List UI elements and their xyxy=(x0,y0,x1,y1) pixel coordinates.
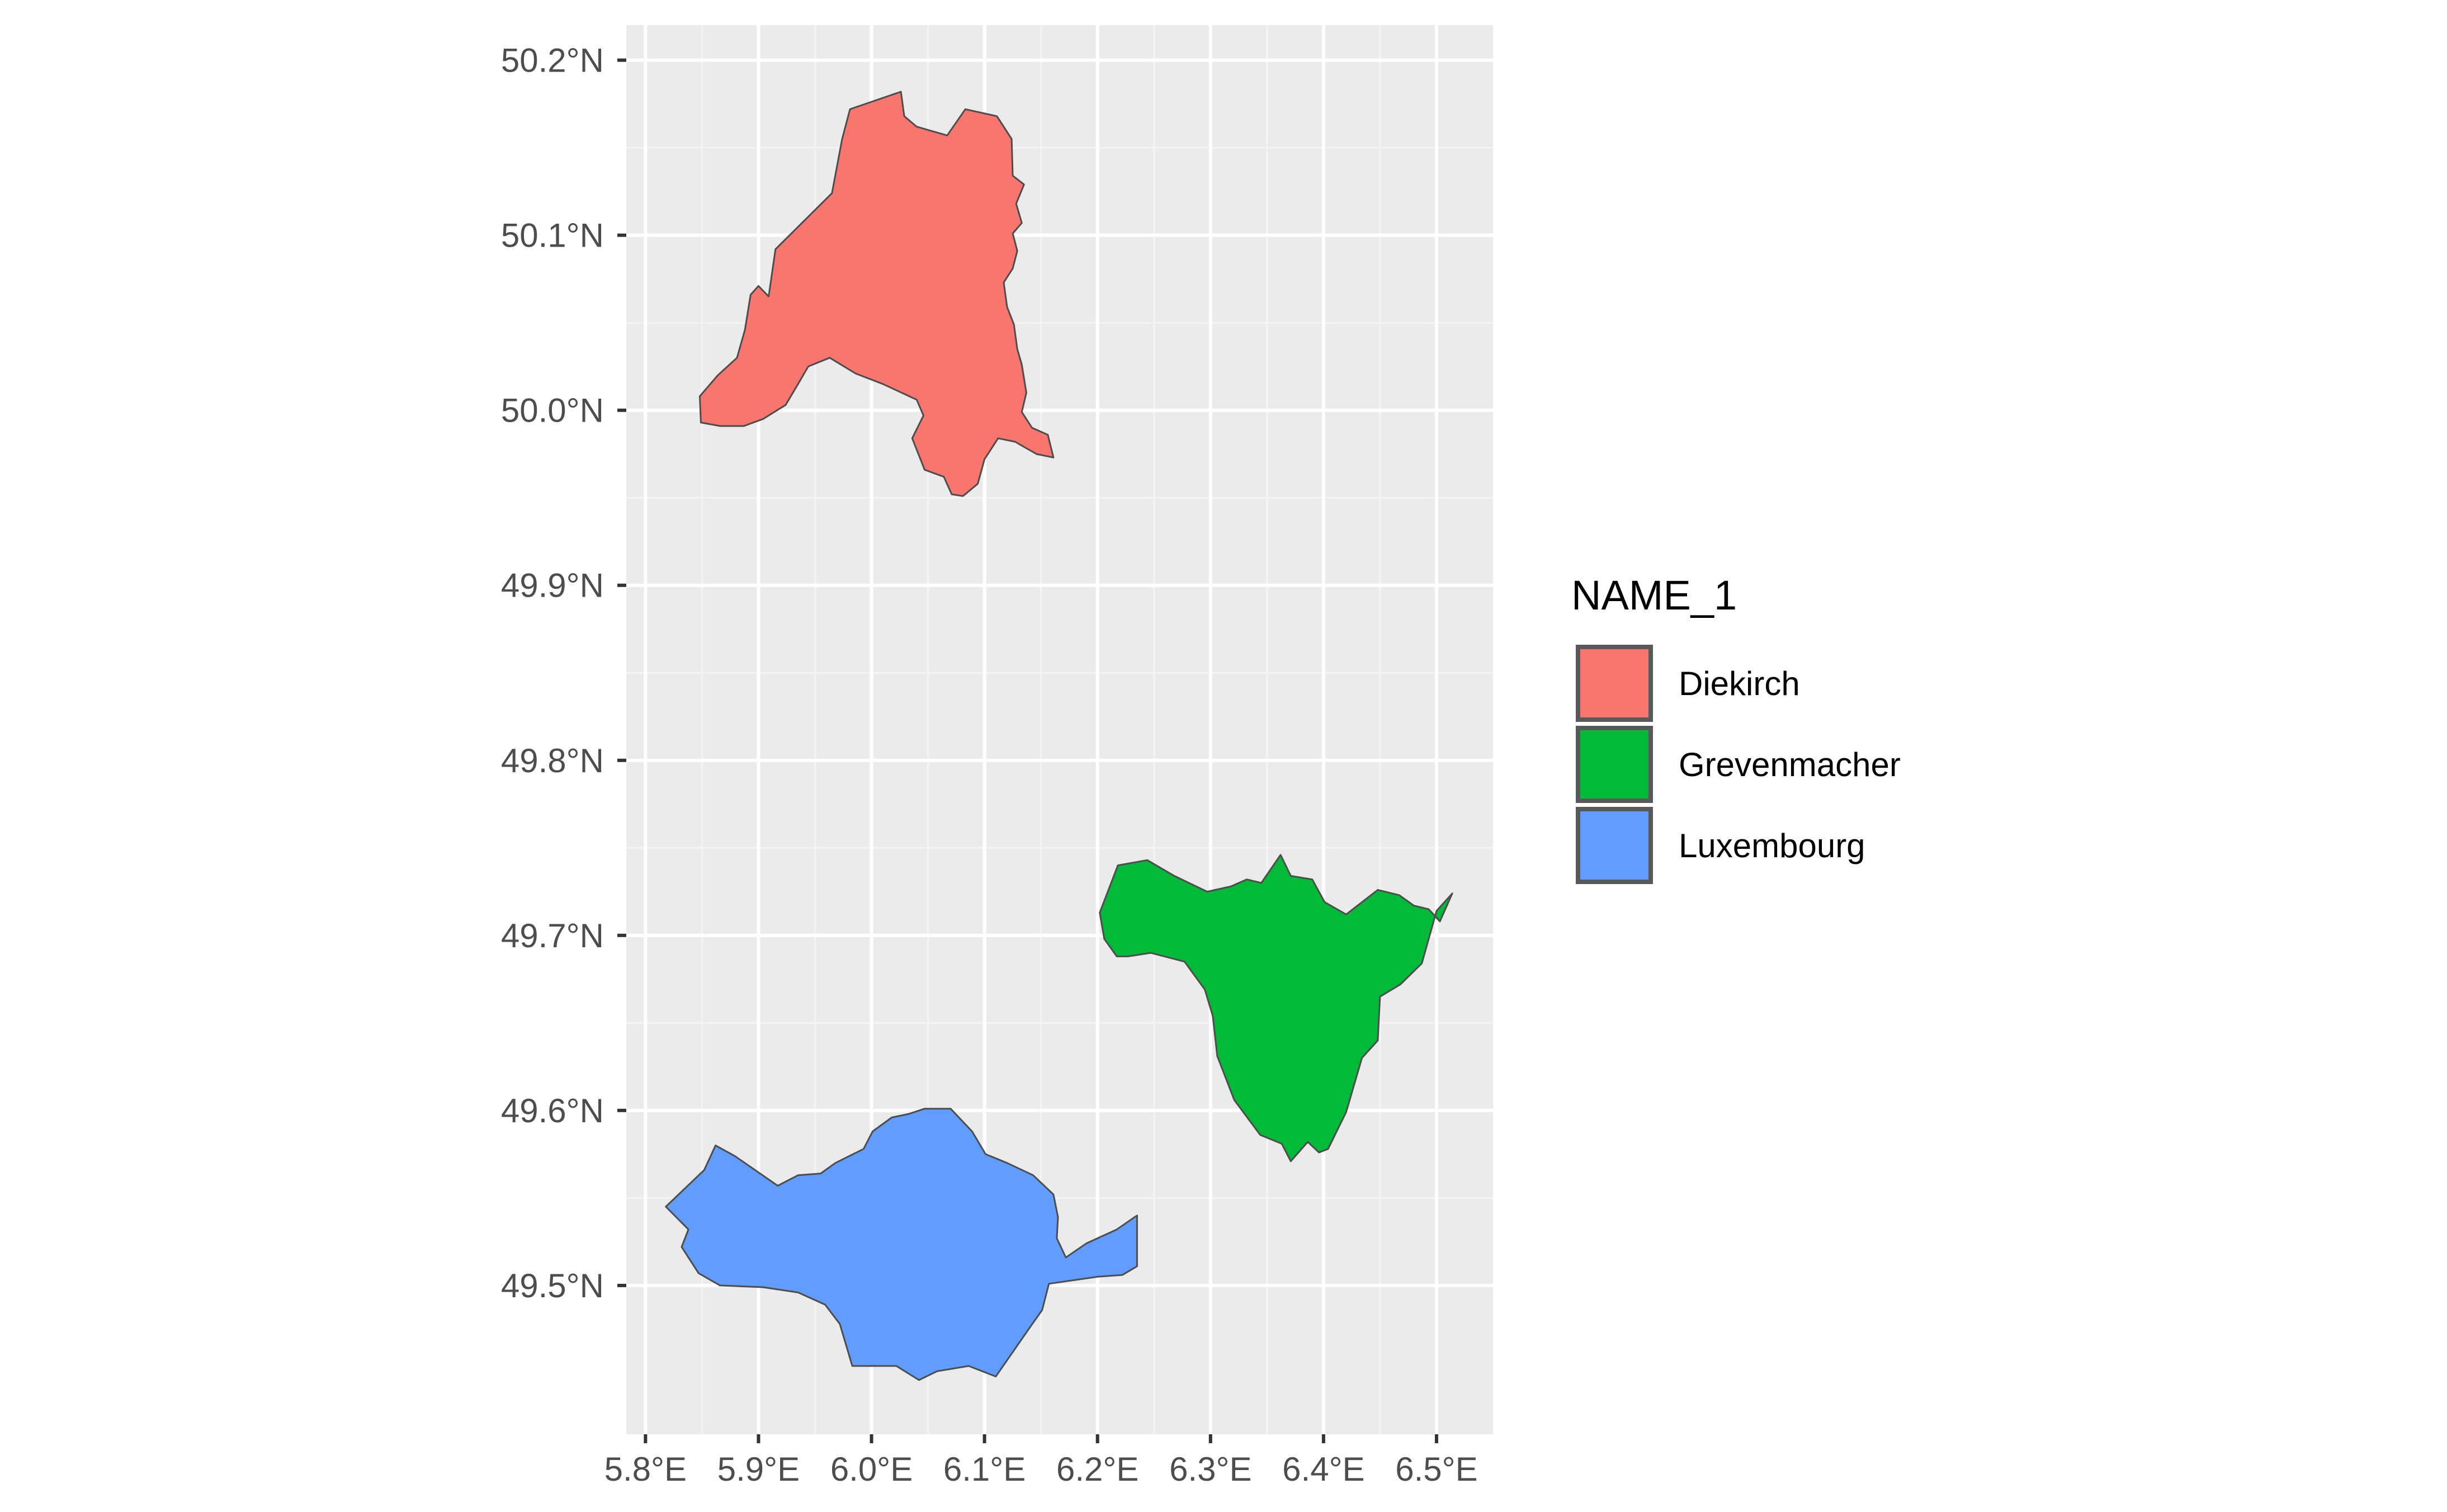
x-tick-label: 5.8°E xyxy=(604,1450,687,1488)
legend-title: NAME_1 xyxy=(1571,572,1737,618)
region-diekirch xyxy=(698,91,1055,497)
legend-label-diekirch: Diekirch xyxy=(1679,665,1800,702)
y-axis: 49.5°N 49.6°N 49.7°N 49.8°N 49.9°N 50.0°N 50.1… xyxy=(501,42,626,1305)
x-axis: 5.8°E 5.9°E 6.0°E 6.1°E 6.2°E 6.3°E 6.4°E 6.5°E xyxy=(604,1434,1478,1488)
region-luxembourg xyxy=(665,1108,1138,1381)
y-tick-label: 49.7°N xyxy=(501,917,604,955)
x-tick-label: 6.0°E xyxy=(830,1450,913,1488)
x-tick-label: 6.4°E xyxy=(1282,1450,1364,1488)
region-grevenmacher xyxy=(1099,854,1453,1163)
legend-key-luxembourg xyxy=(1576,807,1653,884)
legend-label-grevenmacher: Grevenmacher xyxy=(1679,746,1901,783)
y-tick-label: 49.8°N xyxy=(501,742,604,779)
map-regions xyxy=(665,91,1453,1381)
legend-key-grevenmacher xyxy=(1576,726,1653,803)
y-tick-label: 49.5°N xyxy=(501,1267,604,1305)
x-tick-label: 6.2°E xyxy=(1056,1450,1139,1488)
x-tick-label: 6.5°E xyxy=(1395,1450,1477,1488)
y-tick-label: 50.1°N xyxy=(501,217,604,254)
y-tick-label: 49.9°N xyxy=(501,567,604,604)
legend: NAME_1 Diekirch Grevenmacher Luxembourg xyxy=(1571,572,1901,884)
x-tick-label: 6.3°E xyxy=(1169,1450,1251,1488)
y-tick-label: 49.6°N xyxy=(501,1092,604,1130)
y-tick-label: 50.0°N xyxy=(501,392,604,429)
legend-key-diekirch xyxy=(1576,645,1653,722)
y-tick-label: 50.2°N xyxy=(501,42,604,79)
legend-label-luxembourg: Luxembourg xyxy=(1679,827,1865,864)
x-tick-label: 6.1°E xyxy=(943,1450,1026,1488)
x-tick-label: 5.9°E xyxy=(717,1450,800,1488)
